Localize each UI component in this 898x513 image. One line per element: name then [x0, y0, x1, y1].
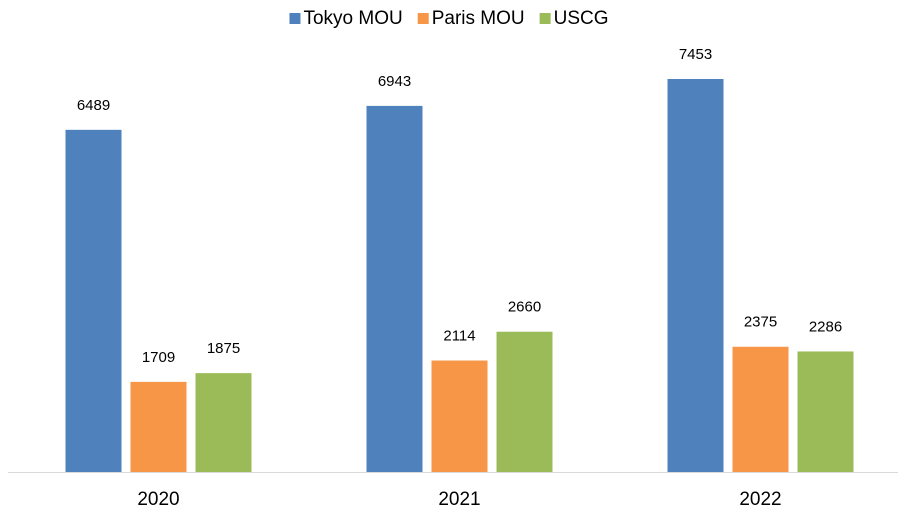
legend-swatch	[289, 13, 301, 24]
legend-swatch	[539, 13, 551, 24]
x-tick-label: 2021	[438, 489, 480, 510]
bar	[732, 346, 789, 472]
x-tick-label: 2022	[739, 489, 781, 510]
bar	[431, 360, 488, 472]
data-label: 2660	[508, 299, 541, 316]
data-label: 2286	[809, 318, 842, 335]
bar	[65, 129, 122, 472]
bar	[195, 373, 252, 472]
bar	[496, 331, 553, 472]
x-tick-label: 2020	[137, 489, 179, 510]
data-label: 7453	[679, 46, 712, 63]
legend-label: USCG	[554, 8, 609, 29]
bar	[797, 351, 854, 472]
legend-label: Tokyo MOU	[303, 8, 402, 29]
legend-label: Paris MOU	[432, 8, 525, 29]
data-label: 1709	[142, 349, 175, 366]
data-label: 2375	[744, 314, 777, 331]
bar	[366, 105, 423, 473]
data-label: 1875	[207, 340, 240, 357]
bar	[667, 79, 724, 472]
data-label: 6943	[378, 73, 411, 90]
legend-swatch	[417, 13, 429, 24]
data-label: 6489	[77, 97, 110, 114]
data-label: 2114	[443, 327, 475, 344]
bar	[130, 381, 187, 472]
